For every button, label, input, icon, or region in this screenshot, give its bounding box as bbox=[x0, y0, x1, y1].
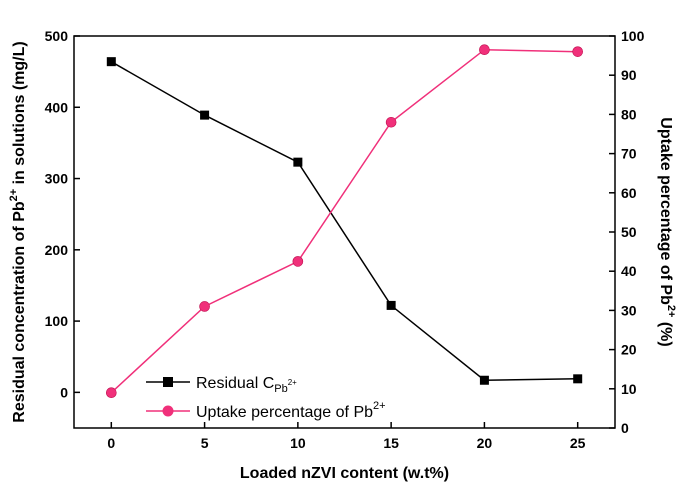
legend-label-uptake-sup: 2+ bbox=[373, 400, 386, 412]
x-tick-label: 20 bbox=[477, 435, 493, 451]
right-tick-label: 90 bbox=[621, 67, 637, 83]
series-line-1 bbox=[110, 48, 578, 394]
right-axis-title-tail: (%) bbox=[657, 317, 674, 346]
data-point-square bbox=[200, 110, 210, 120]
x-axis-ticks: 0 5 10 15 20 25 bbox=[107, 422, 586, 451]
right-axis-ticks: 0 10 20 30 40 50 60 70 80 90 100 bbox=[609, 28, 645, 436]
x-tick-label: 0 bbox=[107, 435, 115, 451]
left-tick-label: 200 bbox=[45, 242, 69, 258]
right-tick-label: 20 bbox=[621, 342, 637, 358]
right-axis-title: Uptake percentage of Pb2+ (%) bbox=[657, 117, 677, 346]
left-tick-label: 0 bbox=[60, 384, 68, 400]
data-point-circle bbox=[385, 116, 397, 128]
right-tick-label: 40 bbox=[621, 263, 637, 279]
data-point-square bbox=[106, 57, 116, 67]
data-point-square bbox=[573, 374, 583, 384]
left-tick-label: 500 bbox=[45, 28, 69, 44]
right-axis-title-sup: 2+ bbox=[665, 305, 677, 318]
data-point-circle bbox=[292, 256, 304, 267]
legend-marker-residual bbox=[163, 377, 173, 387]
x-axis-title: Loaded nZVI content (w.t%) bbox=[240, 465, 449, 482]
data-point-square bbox=[293, 157, 303, 167]
plot-frame bbox=[73, 35, 616, 429]
data-point-circle bbox=[106, 387, 117, 399]
legend: Residual CPb2+ Uptake percentage of Pb2+ bbox=[146, 375, 386, 421]
right-tick-label: 30 bbox=[621, 302, 637, 318]
x-tick-label: 10 bbox=[290, 435, 306, 451]
right-tick-label: 80 bbox=[621, 106, 637, 122]
data-point-square bbox=[479, 375, 489, 385]
left-tick-label: 100 bbox=[45, 313, 69, 329]
left-axis-title: Residual concentration of Pb2+ in soluti… bbox=[8, 41, 28, 422]
right-axis-title-main: Uptake percentage of Pb bbox=[657, 117, 674, 305]
legend-label-residual-sub: Pb bbox=[274, 383, 287, 395]
x-tick-label: 25 bbox=[570, 435, 586, 451]
series-1 bbox=[106, 44, 583, 399]
left-axis-ticks: 0 100 200 300 400 500 bbox=[45, 28, 80, 400]
left-axis-title-main: Residual concentration of Pb bbox=[11, 201, 28, 423]
legend-marker-uptake bbox=[162, 405, 174, 417]
legend-label-residual: Residual CPb2+ bbox=[196, 375, 297, 395]
data-point-circle bbox=[479, 44, 490, 56]
right-tick-label: 70 bbox=[621, 146, 637, 162]
legend-label-uptake: Uptake percentage of Pb2+ bbox=[196, 400, 386, 421]
x-tick-label: 5 bbox=[201, 435, 209, 451]
left-tick-label: 400 bbox=[45, 99, 69, 115]
legend-label-uptake-main: Uptake percentage of Pb bbox=[196, 404, 373, 421]
left-axis-title-tail: in solutions (mg/L) bbox=[11, 41, 28, 189]
series-layer bbox=[106, 44, 583, 399]
right-tick-label: 60 bbox=[621, 185, 637, 201]
right-tick-label: 50 bbox=[621, 224, 637, 240]
left-axis-title-sup: 2+ bbox=[8, 189, 20, 202]
right-tick-label: 100 bbox=[621, 28, 645, 44]
right-tick-label: 10 bbox=[621, 381, 637, 397]
data-point-square bbox=[386, 300, 396, 310]
series-line-0 bbox=[110, 61, 578, 381]
x-tick-label: 15 bbox=[383, 435, 399, 451]
legend-label-residual-subsup: 2+ bbox=[288, 378, 297, 387]
left-tick-label: 300 bbox=[45, 171, 69, 187]
legend-label-residual-main: Residual C bbox=[196, 375, 274, 392]
data-point-circle bbox=[572, 46, 583, 57]
right-tick-label: 0 bbox=[621, 420, 629, 436]
series-0 bbox=[106, 57, 583, 385]
data-point-circle bbox=[199, 301, 210, 312]
